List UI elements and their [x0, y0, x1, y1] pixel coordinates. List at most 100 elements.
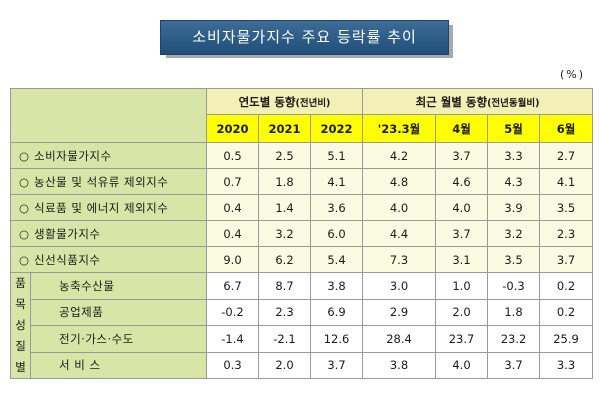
row-label: ○ 식료품 및 에너지 제외지수	[10, 194, 207, 221]
value-cell: 25.9	[538, 325, 594, 353]
value-cell: 1.0	[435, 272, 488, 300]
table-row: 전기·가스·수도 -1.4 -2.1 12.6 28.4 23.7 23.2 2…	[11, 325, 594, 353]
value-cell: 6.2	[258, 246, 311, 273]
value-cell: 1.8	[487, 298, 540, 326]
value-cell: 6.9	[310, 298, 363, 326]
table-row: ○ 식료품 및 에너지 제외지수 0.4 1.4 3.6 4.0 4.0 3.9 …	[10, 194, 594, 221]
value-cell: 4.6	[435, 168, 488, 195]
value-cell: 2.3	[258, 298, 311, 326]
column-header: 2021	[258, 114, 311, 143]
value-cell: 3.7	[487, 351, 540, 379]
row-label: 전기·가스·수도	[30, 325, 207, 353]
value-cell: 3.8	[362, 351, 436, 379]
value-cell: 1.4	[258, 194, 311, 221]
title-banner: 소비자물가지수 주요 등락률 추이	[160, 20, 453, 58]
row-label-text: 농산물 및 석유류 제외지수	[34, 174, 169, 189]
value-cell: 6.7	[206, 272, 259, 300]
header-annual: 연도별 동향(전년비)	[206, 88, 363, 115]
value-cell: 3.6	[310, 194, 363, 221]
value-cell: 0.3	[206, 351, 259, 379]
value-cell: 23.7	[435, 325, 488, 353]
value-cell: 0.4	[206, 220, 259, 247]
table-row: 공업제품 -0.2 2.3 6.9 2.9 2.0 1.8 0.2	[11, 298, 594, 326]
value-cell: 4.1	[310, 168, 363, 195]
value-cell: 4.3	[487, 168, 540, 195]
row-label: ○ 소비자물가지수	[10, 142, 207, 169]
value-cell: 4.0	[435, 351, 488, 379]
row-label-text: 생활물가지수	[34, 226, 101, 241]
row-label: 서 비 스	[30, 351, 207, 379]
value-cell: 0.7	[206, 168, 259, 195]
bullet-icon: ○	[19, 252, 30, 267]
table-row: 서 비 스 0.3 2.0 3.7 3.8 4.0 3.7 3.3	[11, 351, 594, 379]
value-cell: 5.1	[310, 142, 363, 169]
value-cell: 3.0	[362, 272, 436, 300]
value-cell: 9.0	[206, 246, 259, 273]
value-cell: 3.1	[435, 246, 488, 273]
value-cell: 0.2	[538, 272, 594, 300]
value-cell: 4.0	[435, 194, 488, 221]
group-label-char: 별	[15, 360, 26, 374]
header-monthly: 최근 월별 동향(전년동월비)	[361, 88, 594, 115]
column-header: 2020	[206, 114, 259, 143]
table-row: 품 목 성 질 별 농축수산물 6.7 8.7 3.8 3.0 1.0 -0.3…	[10, 272, 594, 379]
bullet-icon: ○	[19, 226, 30, 241]
value-cell: 3.2	[487, 220, 540, 247]
row-label: 농축수산물	[30, 272, 207, 300]
header-monthly-note: (전년동월비)	[487, 97, 540, 109]
column-header: 5월	[487, 114, 540, 143]
value-cell: 3.3	[538, 351, 594, 379]
bullet-icon: ○	[19, 174, 30, 189]
value-cell: 2.0	[435, 298, 488, 326]
row-label-text: 소비자물가지수	[34, 148, 112, 163]
value-cell: 1.8	[258, 168, 311, 195]
value-cell: 0.2	[538, 298, 594, 326]
header-corner	[10, 88, 207, 143]
value-cell: 28.4	[362, 325, 436, 353]
value-cell: 4.4	[362, 220, 436, 247]
value-cell: -0.3	[487, 272, 540, 300]
value-cell: 2.5	[258, 142, 311, 169]
value-cell: 4.8	[362, 168, 436, 195]
value-cell: 3.7	[538, 246, 594, 273]
value-cell: -1.4	[206, 325, 259, 353]
value-cell: 4.2	[362, 142, 436, 169]
table-row: ○ 농산물 및 석유류 제외지수 0.7 1.8 4.1 4.8 4.6 4.3 …	[10, 168, 594, 195]
row-label-text: 신선식품지수	[34, 252, 101, 267]
value-cell: 7.3	[362, 246, 436, 273]
table-row: ○ 소비자물가지수 0.5 2.5 5.1 4.2 3.7 3.3 2.7	[10, 142, 594, 169]
value-cell: 2.0	[258, 351, 311, 379]
row-label-text: 식료품 및 에너지 제외지수	[34, 200, 169, 215]
value-cell: 3.8	[310, 272, 363, 300]
value-cell: 3.2	[258, 220, 311, 247]
column-header: 2022	[310, 114, 363, 143]
page-title: 소비자물가지수 주요 등락률 추이	[160, 20, 449, 55]
column-header: '23.3월	[362, 114, 436, 143]
unit-label: (%)	[560, 68, 586, 81]
column-header: 4월	[435, 114, 488, 143]
header-row-2: 2020 2021 2022 '23.3월 4월 5월 6월	[11, 114, 594, 143]
value-cell: 23.2	[487, 325, 540, 353]
value-cell: 6.0	[310, 220, 363, 247]
value-cell: 3.7	[435, 220, 488, 247]
value-cell: 2.3	[538, 220, 594, 247]
bullet-icon: ○	[19, 148, 30, 163]
value-cell: 4.1	[538, 168, 594, 195]
value-cell: 3.7	[435, 142, 488, 169]
value-cell: -0.2	[206, 298, 259, 326]
value-cell: 8.7	[258, 272, 311, 300]
header-annual-note: (전년비)	[295, 97, 331, 109]
table-row: ○ 신선식품지수 9.0 6.2 5.4 7.3 3.1 3.5 3.7	[10, 246, 594, 273]
group-label-char: 성	[15, 318, 26, 332]
value-cell: 0.4	[206, 194, 259, 221]
header-annual-label: 연도별 동향	[238, 94, 296, 109]
row-label: ○ 생활물가지수	[10, 220, 207, 247]
value-cell: 3.5	[538, 194, 594, 221]
value-cell: 2.7	[538, 142, 594, 169]
group-label: 품 목 성 질 별	[10, 272, 31, 379]
group-label-char: 목	[15, 297, 26, 311]
value-cell: 0.5	[206, 142, 259, 169]
value-cell: 3.5	[487, 246, 540, 273]
column-header: 6월	[538, 114, 594, 143]
bullet-icon: ○	[19, 200, 30, 215]
